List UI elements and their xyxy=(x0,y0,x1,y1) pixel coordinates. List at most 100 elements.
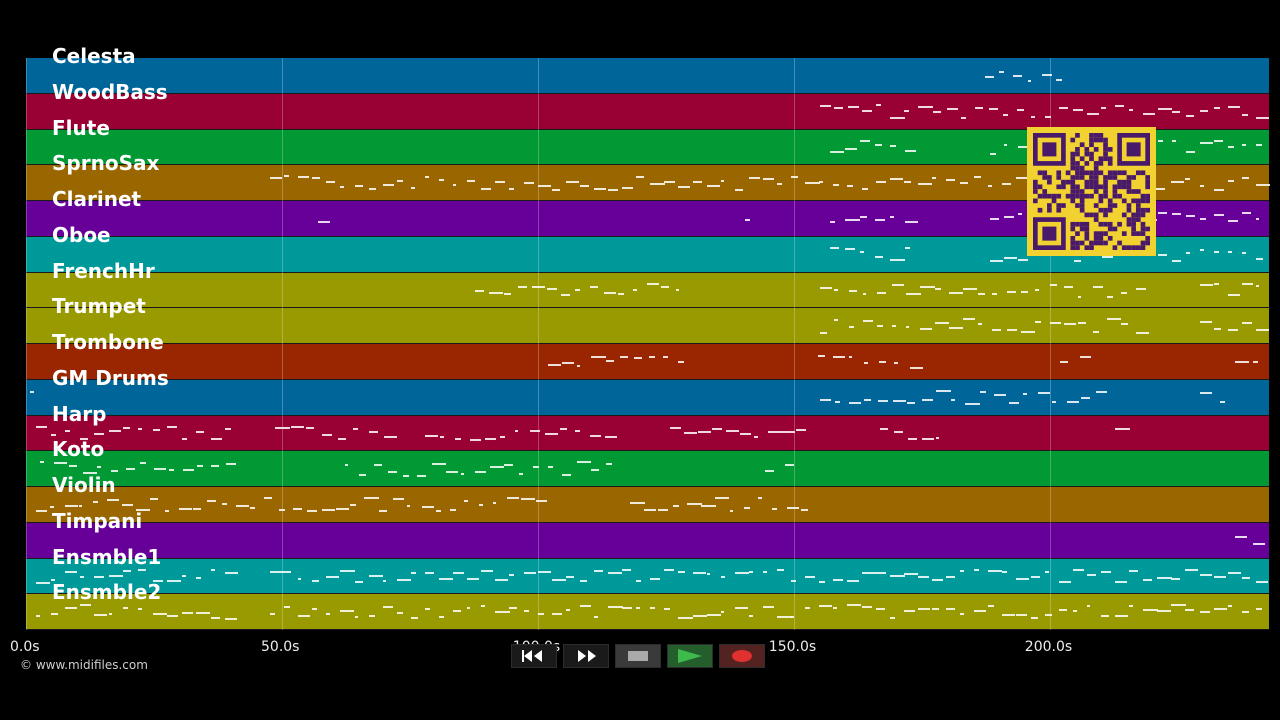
midi-note xyxy=(94,432,104,435)
midi-note xyxy=(439,179,445,182)
play-button[interactable] xyxy=(667,644,713,668)
track-row[interactable] xyxy=(26,522,1269,559)
midi-note xyxy=(1030,617,1038,620)
track-row[interactable] xyxy=(26,415,1269,452)
track-row[interactable] xyxy=(26,308,1269,344)
midi-note xyxy=(1129,604,1134,607)
midi-note xyxy=(210,569,216,572)
midi-note xyxy=(1058,609,1067,612)
rewind-button[interactable] xyxy=(511,644,557,668)
midi-note xyxy=(1016,108,1025,111)
midi-note xyxy=(977,293,986,296)
midi-note xyxy=(50,434,56,437)
midi-note xyxy=(1002,114,1008,117)
midi-note xyxy=(593,616,598,619)
midi-note xyxy=(1213,608,1228,611)
midi-note xyxy=(306,427,315,430)
track-row[interactable] xyxy=(26,558,1269,595)
midi-note xyxy=(931,579,944,582)
midi-note xyxy=(591,355,607,358)
midi-note xyxy=(1157,609,1172,612)
midi-note xyxy=(593,570,603,573)
midi-note xyxy=(382,184,395,187)
midi-note xyxy=(861,187,869,190)
midi-note xyxy=(396,180,403,183)
midi-note xyxy=(650,182,665,185)
midi-note xyxy=(167,579,182,582)
track-row[interactable] xyxy=(26,594,1269,630)
midi-note xyxy=(785,463,795,466)
fast-forward-icon xyxy=(578,650,596,662)
track-row[interactable] xyxy=(26,93,1269,130)
midi-note xyxy=(796,428,807,431)
midi-note xyxy=(675,288,679,291)
midi-note xyxy=(50,613,58,615)
track-label: GM Drums xyxy=(52,365,169,390)
midi-note xyxy=(988,108,999,111)
midi-note xyxy=(298,577,302,580)
midi-note xyxy=(589,285,598,288)
midi-note xyxy=(298,615,310,618)
midi-note xyxy=(1086,573,1096,576)
track-row[interactable] xyxy=(26,58,1269,94)
midi-note xyxy=(467,606,471,609)
midi-note xyxy=(123,569,131,572)
track-row[interactable] xyxy=(26,451,1269,487)
midi-note xyxy=(985,75,994,78)
midi-note xyxy=(678,186,691,188)
track-row[interactable] xyxy=(26,272,1269,309)
midi-note xyxy=(135,509,151,512)
midi-note xyxy=(1185,115,1194,118)
midi-note xyxy=(1049,283,1058,286)
midi-note xyxy=(1086,604,1091,607)
midi-note xyxy=(545,433,559,436)
track-row[interactable] xyxy=(26,487,1269,523)
midi-note xyxy=(1214,140,1223,143)
midi-note xyxy=(579,605,592,608)
midi-note xyxy=(270,177,283,180)
midi-note xyxy=(1023,392,1028,395)
track-row[interactable] xyxy=(26,344,1269,380)
midi-note xyxy=(1242,322,1252,325)
midi-note xyxy=(820,286,832,289)
midi-note xyxy=(934,322,950,325)
midi-note xyxy=(1058,581,1072,584)
midi-note xyxy=(36,581,51,584)
midi-note xyxy=(1041,73,1052,76)
midi-note xyxy=(439,578,453,581)
fast-forward-button[interactable] xyxy=(563,644,609,668)
record-button[interactable] xyxy=(719,644,765,668)
midi-note xyxy=(111,469,118,472)
midi-note xyxy=(963,318,975,321)
midi-note xyxy=(877,324,884,327)
midi-note xyxy=(990,218,1000,221)
midi-note xyxy=(1256,328,1269,331)
midi-note xyxy=(1199,611,1211,614)
track-row[interactable] xyxy=(26,379,1269,416)
stop-button[interactable] xyxy=(615,644,661,668)
midi-note xyxy=(108,613,113,616)
midi-note xyxy=(1200,283,1214,286)
midi-note xyxy=(576,364,581,367)
midi-note xyxy=(1100,571,1111,574)
midi-note xyxy=(894,431,903,434)
midi-note xyxy=(509,607,517,610)
midi-note xyxy=(1143,112,1155,115)
midi-note xyxy=(1018,212,1023,215)
midi-note xyxy=(1081,397,1090,400)
midi-note xyxy=(861,606,872,609)
midi-note xyxy=(931,177,936,180)
midi-note xyxy=(1020,291,1028,294)
midi-note xyxy=(125,467,136,470)
midi-note xyxy=(1200,218,1206,221)
midi-note xyxy=(820,398,831,401)
midi-note xyxy=(819,581,825,584)
midi-note xyxy=(523,610,530,612)
midi-note xyxy=(290,426,304,429)
midi-note xyxy=(743,507,750,510)
midi-note xyxy=(706,185,721,188)
midi-note xyxy=(562,473,572,476)
midi-note xyxy=(608,571,622,574)
midi-note xyxy=(768,431,783,434)
midi-note xyxy=(906,326,910,328)
